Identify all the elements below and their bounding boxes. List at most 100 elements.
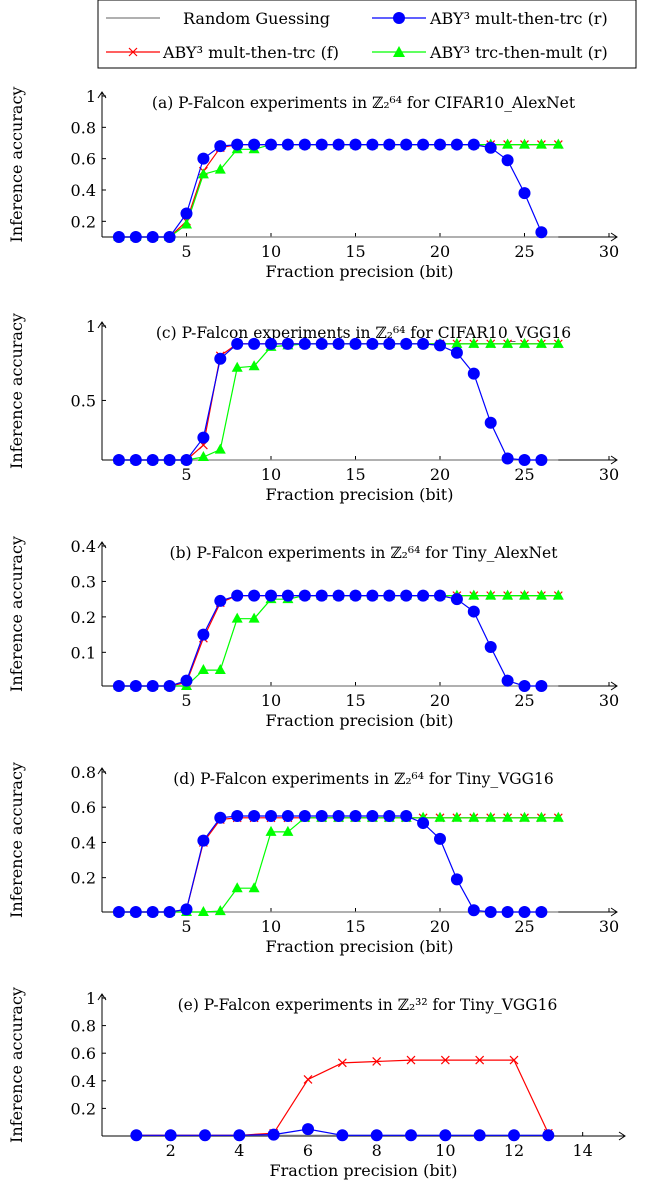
data-point [163,454,176,466]
data-point [535,454,548,466]
data-point [417,138,430,151]
x-tick-label: 5 [181,917,191,936]
data-point [552,138,564,149]
data-point [332,337,345,350]
data-point [473,1129,486,1142]
data-point [214,140,227,153]
legend-marker-mtf [128,47,138,57]
y-axis-label: Inference accuracy [7,762,26,918]
data-point [501,452,514,465]
x-tick-label: 25 [514,242,534,261]
data-point [439,1129,452,1142]
data-point [315,810,328,823]
x-axis-label: Fraction precision (bit) [266,711,454,730]
data-point [535,226,548,239]
y-tick-label: 0.2 [71,1099,96,1118]
series-circle [130,1123,555,1142]
data-point [281,810,294,823]
y-tick-label: 0.3 [71,572,96,591]
x-axis-label: Fraction precision (bit) [266,937,454,956]
x-tick-label: 30 [599,691,619,710]
x-tick-label: 30 [599,242,619,261]
y-tick-label: 0.2 [71,608,96,627]
data-point [475,1055,485,1065]
data-point [281,138,294,151]
y-tick-label: 0.8 [71,1017,96,1036]
data-point [248,589,261,602]
x-tick-label: 15 [345,465,365,484]
data-point [197,628,210,641]
y-tick-label: 0.6 [71,1044,96,1063]
data-point [231,589,244,602]
data-point [434,832,446,845]
data-point [315,337,328,350]
data-point [129,454,142,466]
data-point [467,367,480,380]
data-point [180,674,193,687]
data-point [332,589,345,602]
data-point [197,451,209,462]
series-circle [112,589,548,692]
data-point [180,903,193,916]
x-tick-label: 2 [166,1141,176,1160]
data-point [451,337,463,348]
data-point [451,811,463,822]
x-tick-label: 12 [504,1141,524,1160]
data-point [406,1055,416,1065]
y-tick-label: 0.4 [71,1072,96,1091]
data-point [383,589,396,602]
data-point [265,810,277,823]
data-point [417,817,430,830]
legend-marker-tmr [393,46,405,57]
data-point [298,810,311,823]
series-x [114,339,563,465]
data-point [163,231,176,243]
data-point [231,612,243,623]
data-point [214,811,227,824]
x-tick-label: 10 [261,242,281,261]
y-tick-label: 0.2 [71,869,96,888]
x-tick-label: 5 [181,242,191,261]
data-point [372,1057,382,1066]
x-tick-label: 5 [181,465,191,484]
data-point [467,138,480,151]
series-line [118,594,559,687]
data-point [400,337,413,350]
x-tick-label: 15 [345,242,365,261]
data-point [214,443,226,454]
x-tick-label: 25 [514,917,534,936]
data-point [349,589,362,602]
x-axis-arrow [618,1131,626,1141]
data-point [197,431,210,444]
legend-label-mtr: ABY³ mult-then-trc (r) [429,9,608,28]
data-point [502,337,514,348]
data-point [366,337,379,350]
data-point [400,810,413,823]
x-tick-label: 30 [599,917,619,936]
data-point [298,589,311,602]
data-point [400,589,413,602]
data-point [552,589,564,600]
data-point [518,906,531,918]
data-point [501,674,514,687]
data-point [502,138,514,149]
x-axis-arrow [610,907,618,917]
data-point [502,811,514,822]
data-point [214,352,227,365]
data-point [467,904,480,917]
x-axis-label: Fraction precision (bit) [266,485,454,504]
y-tick-label: 1 [86,87,96,106]
data-point [501,906,514,918]
data-point [233,1129,246,1142]
data-point [214,163,226,174]
data-point [383,810,396,823]
data-point [383,138,396,151]
data-point [440,1055,450,1065]
legend-label-tmr: ABY³ trc-then-mult (r) [429,43,608,62]
data-point [434,589,446,602]
series-line [118,815,542,913]
data-point [248,337,261,350]
data-point [519,811,530,822]
data-point [231,138,244,151]
